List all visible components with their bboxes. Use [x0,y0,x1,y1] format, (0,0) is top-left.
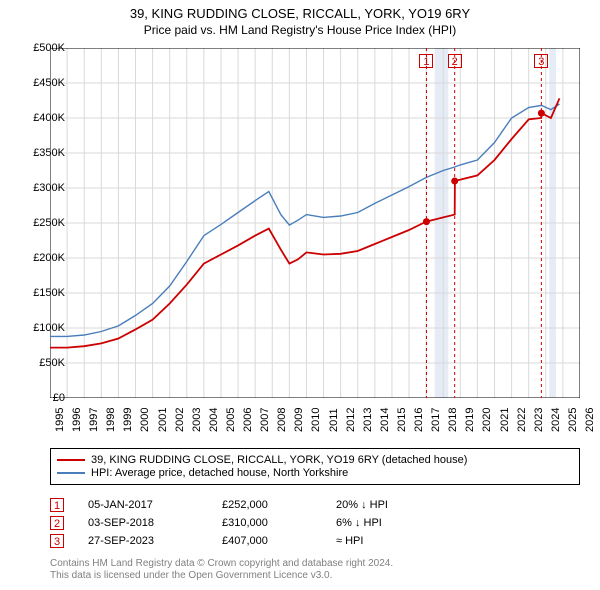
sale-price: £310,000 [222,517,312,529]
x-tick-label: 2012 [345,408,357,432]
x-tick-label: 2022 [516,408,528,432]
y-tick-label: £0 [53,392,65,404]
chart-container: 39, KING RUDDING CLOSE, RICCALL, YORK, Y… [0,0,600,590]
y-tick-label: £500K [33,42,65,54]
x-tick-label: 2013 [362,408,374,432]
y-tick-label: £400K [33,112,65,124]
sale-row-marker: 3 [50,534,64,548]
x-tick-label: 2015 [396,408,408,432]
legend-swatch [57,472,85,474]
x-tick-label: 1996 [71,408,83,432]
sale-date: 27-SEP-2023 [88,535,198,547]
x-tick-label: 2024 [550,408,562,432]
legend-swatch [57,459,85,461]
x-tick-label: 1997 [88,408,100,432]
x-tick-label: 2014 [379,408,391,432]
sale-hpi: 6% ↓ HPI [336,517,456,529]
y-tick-label: £450K [33,77,65,89]
x-tick-label: 2010 [310,408,322,432]
x-tick-label: 2005 [225,408,237,432]
sale-hpi: ≈ HPI [336,535,456,547]
x-tick-label: 2007 [259,408,271,432]
x-tick-label: 2025 [567,408,579,432]
x-tick-label: 2021 [499,408,511,432]
y-tick-label: £250K [33,217,65,229]
x-tick-label: 2008 [276,408,288,432]
x-tick-label: 2020 [481,408,493,432]
chart-svg [50,48,580,398]
sale-marker-3: 3 [534,54,548,68]
sale-marker-1: 1 [419,54,433,68]
y-tick-label: £200K [33,252,65,264]
x-tick-label: 2002 [174,408,186,432]
x-tick-label: 2016 [413,408,425,432]
sale-hpi: 20% ↓ HPI [336,499,456,511]
sale-row: 1 05-JAN-2017 £252,000 20% ↓ HPI [50,498,580,512]
y-tick-label: £150K [33,287,65,299]
legend-label: HPI: Average price, detached house, Nort… [91,467,348,479]
x-tick-label: 2023 [533,408,545,432]
chart-subtitle: Price paid vs. HM Land Registry's House … [0,23,600,39]
sale-date: 03-SEP-2018 [88,517,198,529]
x-tick-label: 2011 [328,408,340,432]
x-tick-label: 2000 [139,408,151,432]
chart-area [50,48,580,398]
x-tick-label: 2009 [293,408,305,432]
sales-table: 1 05-JAN-2017 £252,000 20% ↓ HPI 2 03-SEP-201… [50,494,580,552]
y-tick-label: £100K [33,322,65,334]
sale-price: £252,000 [222,499,312,511]
legend-item: HPI: Average price, detached house, Nort… [57,467,573,479]
sale-row-marker: 2 [50,516,64,530]
x-tick-label: 1998 [105,408,117,432]
x-tick-label: 1995 [54,408,66,432]
x-tick-label: 1999 [122,408,134,432]
sale-row: 2 03-SEP-2018 £310,000 6% ↓ HPI [50,516,580,530]
chart-title: 39, KING RUDDING CLOSE, RICCALL, YORK, Y… [0,6,600,23]
sale-row: 3 27-SEP-2023 £407,000 ≈ HPI [50,534,580,548]
sale-price: £407,000 [222,535,312,547]
x-tick-label: 2006 [242,408,254,432]
y-tick-label: £300K [33,182,65,194]
legend-item: 39, KING RUDDING CLOSE, RICCALL, YORK, Y… [57,454,573,466]
legend: 39, KING RUDDING CLOSE, RICCALL, YORK, Y… [50,448,580,485]
x-tick-label: 2018 [447,408,459,432]
x-tick-label: 2017 [430,408,442,432]
sale-date: 05-JAN-2017 [88,499,198,511]
footer-line-2: This data is licensed under the Open Gov… [50,570,393,582]
x-tick-label: 2003 [191,408,203,432]
legend-label: 39, KING RUDDING CLOSE, RICCALL, YORK, Y… [91,454,467,466]
x-tick-label: 2019 [464,408,476,432]
footer-line-1: Contains HM Land Registry data © Crown c… [50,558,393,570]
footer: Contains HM Land Registry data © Crown c… [50,558,393,582]
y-tick-label: £50K [39,357,65,369]
title-block: 39, KING RUDDING CLOSE, RICCALL, YORK, Y… [0,0,600,38]
x-tick-label: 2004 [208,408,220,432]
x-tick-label: 2001 [157,408,169,432]
x-tick-label: 2026 [584,408,596,432]
sale-row-marker: 1 [50,498,64,512]
sale-marker-2: 2 [448,54,462,68]
y-tick-label: £350K [33,147,65,159]
